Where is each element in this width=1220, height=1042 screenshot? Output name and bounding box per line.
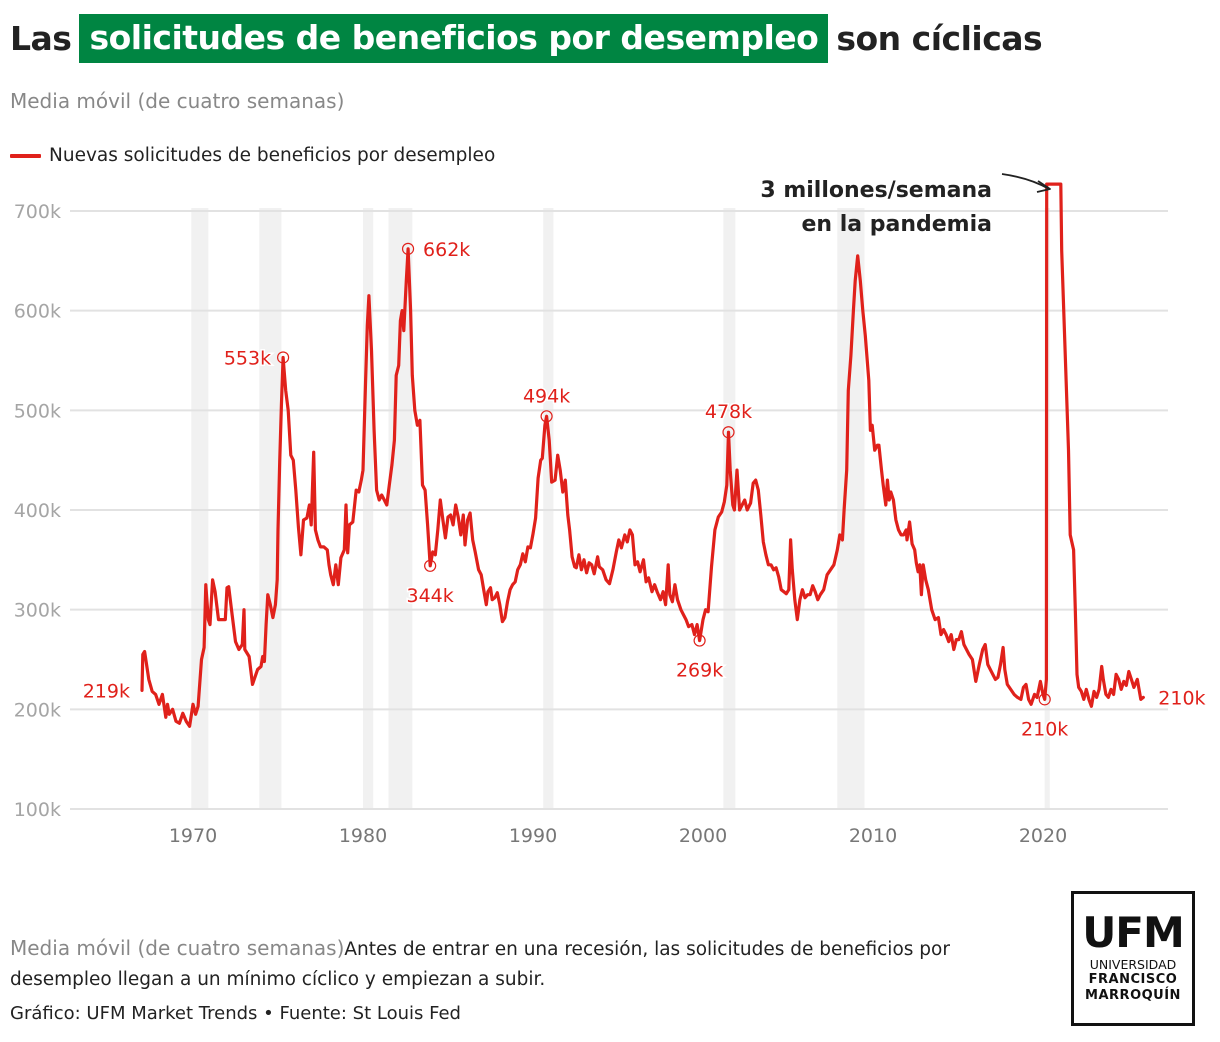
x-tick-label: 2000 xyxy=(679,825,727,847)
y-tick-label: 700k xyxy=(14,201,61,223)
annotation-label: 662k xyxy=(423,239,470,261)
pandemic-callout: 3 millones/semana en la pandemia xyxy=(760,173,1051,237)
x-tick-label: 2010 xyxy=(849,825,897,847)
line-chart: 100k 200k 300k 400k 500k 600k 700k 1970 1980 199… xyxy=(14,173,1207,847)
ufm-logo: UFM UNIVERSIDAD FRANCISCO MARROQUÍN xyxy=(1071,891,1195,1026)
legend: Nuevas solicitudes de beneficios por des… xyxy=(10,145,495,166)
annotation-label: 553k xyxy=(224,347,271,369)
title-before: Las xyxy=(10,18,72,58)
recession-band xyxy=(363,208,374,809)
logo-ufm: UFM xyxy=(1082,908,1185,957)
footnote-gray: Media móvil (de cuatro semanas) xyxy=(10,936,345,960)
x-tick-label: 1970 xyxy=(169,825,217,847)
series-line xyxy=(140,182,1145,728)
logo-line3: MARROQUÍN xyxy=(1085,988,1181,1003)
annotation-marker xyxy=(693,634,706,647)
subtitle: Media móvil (de cuatro semanas) xyxy=(10,89,345,113)
x-tick-label: 2020 xyxy=(1019,825,1067,847)
title-highlight: solicitudes de beneficios por desempleo xyxy=(79,13,829,63)
annotation-label: 219k xyxy=(83,680,130,702)
y-tick-label: 200k xyxy=(14,699,61,721)
x-tick-label: 1990 xyxy=(509,825,557,847)
annotation-label: 478k xyxy=(705,401,752,423)
annotation-marker xyxy=(277,351,290,364)
y-tick-label: 500k xyxy=(14,400,61,422)
logo-line2: FRANCISCO xyxy=(1088,972,1178,987)
x-axis: 1970 1980 1990 2000 2010 2020 xyxy=(169,825,1067,847)
y-tick-label: 300k xyxy=(14,600,61,622)
callout-line2: en la pandemia xyxy=(801,212,992,237)
annotation-marker xyxy=(722,426,735,439)
legend-swatch-icon xyxy=(10,153,41,158)
logo-line1: UNIVERSIDAD xyxy=(1089,957,1177,972)
y-tick-label: 100k xyxy=(14,799,61,821)
callout-arrow-icon xyxy=(1001,173,1050,190)
annotation-label: 269k xyxy=(676,660,723,682)
annotation-marker xyxy=(401,242,415,255)
recession-band xyxy=(191,208,209,809)
y-tick-label: 400k xyxy=(14,500,61,522)
title-after: son cíclicas xyxy=(836,18,1043,58)
annotation-label: 494k xyxy=(523,385,570,407)
recession-bands xyxy=(191,208,1050,809)
source-credit: Gráfico: UFM Market Trends • Fuente: St … xyxy=(10,1003,461,1024)
annotation-marker xyxy=(424,559,437,572)
annotation-label: 210k xyxy=(1021,718,1068,740)
annotation-marker xyxy=(1038,693,1051,706)
recession-band xyxy=(723,208,736,809)
gridlines xyxy=(70,209,1168,810)
y-tick-label: 600k xyxy=(14,301,61,323)
footnote: Media móvil (de cuatro semanas)Antes de … xyxy=(10,933,1010,995)
footnote-text: Antes de entrar en una recesión, las sol… xyxy=(10,939,950,990)
annotation-label: 344k xyxy=(407,585,454,607)
annotation-label: 210k xyxy=(1158,687,1205,709)
recession-band xyxy=(543,208,554,809)
y-axis: 100k 200k 300k 400k 500k 600k 700k xyxy=(14,201,61,821)
annotation-marker xyxy=(540,410,553,423)
legend-label: Nuevas solicitudes de beneficios por des… xyxy=(49,145,496,166)
x-tick-label: 1980 xyxy=(339,825,387,847)
callout-arrowhead-icon xyxy=(1036,180,1051,193)
callout-line1: 3 millones/semana xyxy=(760,178,992,203)
recession-band xyxy=(388,208,413,809)
annotations: 219k 553k 662k 344k 494k 478k 269k 210k 210k xyxy=(81,237,1207,742)
page-title: Las solicitudes de beneficios por desemp… xyxy=(10,8,1043,68)
